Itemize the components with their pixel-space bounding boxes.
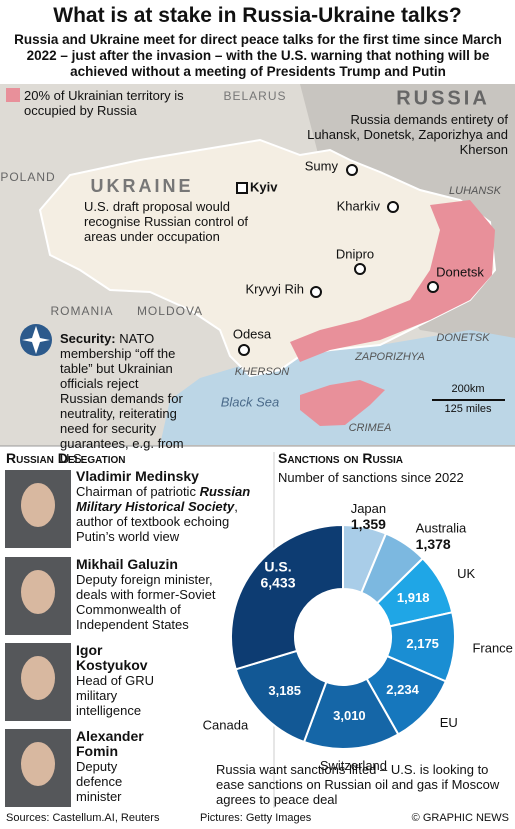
member-description: Deputy foreign minister, deals with form…	[76, 572, 216, 632]
country-label: MOLDOVA	[137, 304, 203, 318]
section-heading: Russian Delegation	[6, 450, 126, 466]
sources: Sources: Castellum.AI, Reuters	[6, 812, 160, 824]
city-marker	[387, 201, 399, 213]
annotation: Security: NATO membership “off the table…	[60, 331, 188, 466]
region-label: KHERSON	[235, 366, 289, 378]
legend-swatch	[6, 88, 20, 102]
faces	[21, 483, 55, 786]
map-legend: 20% of Ukrainian territory is occupied b…	[24, 88, 184, 118]
member-description: Chairman of patriotic	[76, 484, 200, 499]
annotation-label: Security:	[60, 331, 116, 346]
face	[21, 483, 55, 527]
value-label: 1,378	[416, 536, 451, 552]
city-label: Donetsk	[436, 264, 484, 279]
crimea-area	[300, 380, 385, 426]
donut-slice	[230, 523, 344, 671]
country-label: RUSSIA	[396, 87, 490, 109]
annotation: Russia demands entirety of Luhansk, Done…	[307, 112, 508, 157]
city-label: Sumy	[305, 158, 339, 173]
slice-label: UK	[457, 566, 475, 581]
slice-label: Canada	[203, 717, 249, 732]
value-label: 6,433	[260, 575, 295, 591]
value-label: 2,175	[406, 636, 439, 651]
title: What is at stake in Russia-Ukraine talks…	[53, 4, 462, 27]
value-label: 3,185	[268, 683, 301, 698]
city-marker	[354, 263, 366, 275]
member-description: , author of textbook echoing Putin’s wor…	[76, 499, 238, 544]
slice-label: EU	[440, 715, 458, 730]
face	[21, 656, 55, 700]
slice-label: Australia	[416, 521, 467, 536]
region-label: ZAPORIZHYA	[354, 351, 425, 363]
member-name: Vladimir Medinsky	[76, 468, 199, 484]
city-label: Dnipro	[336, 246, 374, 261]
city-marker	[238, 344, 250, 356]
occupied-area	[290, 200, 495, 362]
member: Igor Kostyukov Head of GRU military intel…	[76, 642, 166, 719]
member-description: Russian Military Historical Society	[76, 484, 251, 514]
member-name: Alexander Fomin	[76, 728, 144, 759]
city-label: Kryvyi Rih	[245, 281, 304, 296]
city-label: Odesa	[233, 326, 272, 341]
member-name: Mikhail Galuzin	[76, 556, 178, 572]
slice-label: U.S.	[264, 559, 291, 575]
face	[21, 570, 55, 614]
country-label: POLAND	[0, 170, 55, 184]
annotation-text: NATO membership “off the table” but Ukra…	[60, 331, 184, 466]
value-label: 2,234	[386, 682, 419, 697]
city-marker	[427, 281, 439, 293]
nato-star	[22, 326, 50, 354]
country-label: ROMANIA	[50, 304, 113, 318]
value-label: 1,918	[397, 590, 430, 605]
member-name: Igor Kostyukov	[76, 642, 148, 673]
member-description: Head of GRU military intelligence	[76, 673, 155, 718]
region-label: CRIMEA	[349, 422, 392, 434]
city-label: Kyiv	[250, 179, 278, 194]
annotation: U.S. draft proposal would recognise Russ…	[84, 199, 249, 244]
scale-label: 200km	[451, 383, 484, 395]
face	[21, 742, 55, 786]
member-description: Deputy defence minister	[76, 759, 123, 804]
value-label: 3,010	[333, 708, 366, 723]
chart-subtitle: Number of sanctions since 2022	[278, 470, 464, 485]
chart-title: Sanctions on Russia	[278, 450, 404, 466]
country-label: BELARUS	[223, 89, 286, 103]
sea-label: Black Sea	[221, 394, 280, 409]
pictures: Pictures: Getty Images	[200, 812, 312, 824]
member: Mikhail Galuzin Deputy foreign minister, …	[76, 556, 236, 633]
city-marker	[310, 286, 322, 298]
subtitle: Russia and Ukraine meet for direct peace…	[14, 32, 502, 79]
region-label: DONETSK	[436, 332, 490, 344]
value-label: 1,359	[351, 516, 386, 532]
city-marker	[346, 164, 358, 176]
slice-label: France	[472, 640, 512, 655]
region-label: LUHANSK	[449, 185, 502, 197]
scale-label: 125 miles	[444, 403, 492, 415]
capital-marker	[236, 182, 248, 194]
chart-note: Russia want sanctions lifted – U.S. is l…	[216, 762, 500, 807]
member: Alexander Fomin Deputy defence minister	[76, 728, 166, 805]
credit: © GRAPHIC NEWS	[411, 812, 509, 824]
country-label: UKRAINE	[90, 176, 193, 196]
city-label: Kharkiv	[337, 198, 381, 213]
member: Vladimir Medinsky Chairman of patriotic R…	[76, 468, 271, 545]
slice-label: Japan	[351, 501, 386, 516]
slice-label: Switzerland	[320, 758, 387, 773]
